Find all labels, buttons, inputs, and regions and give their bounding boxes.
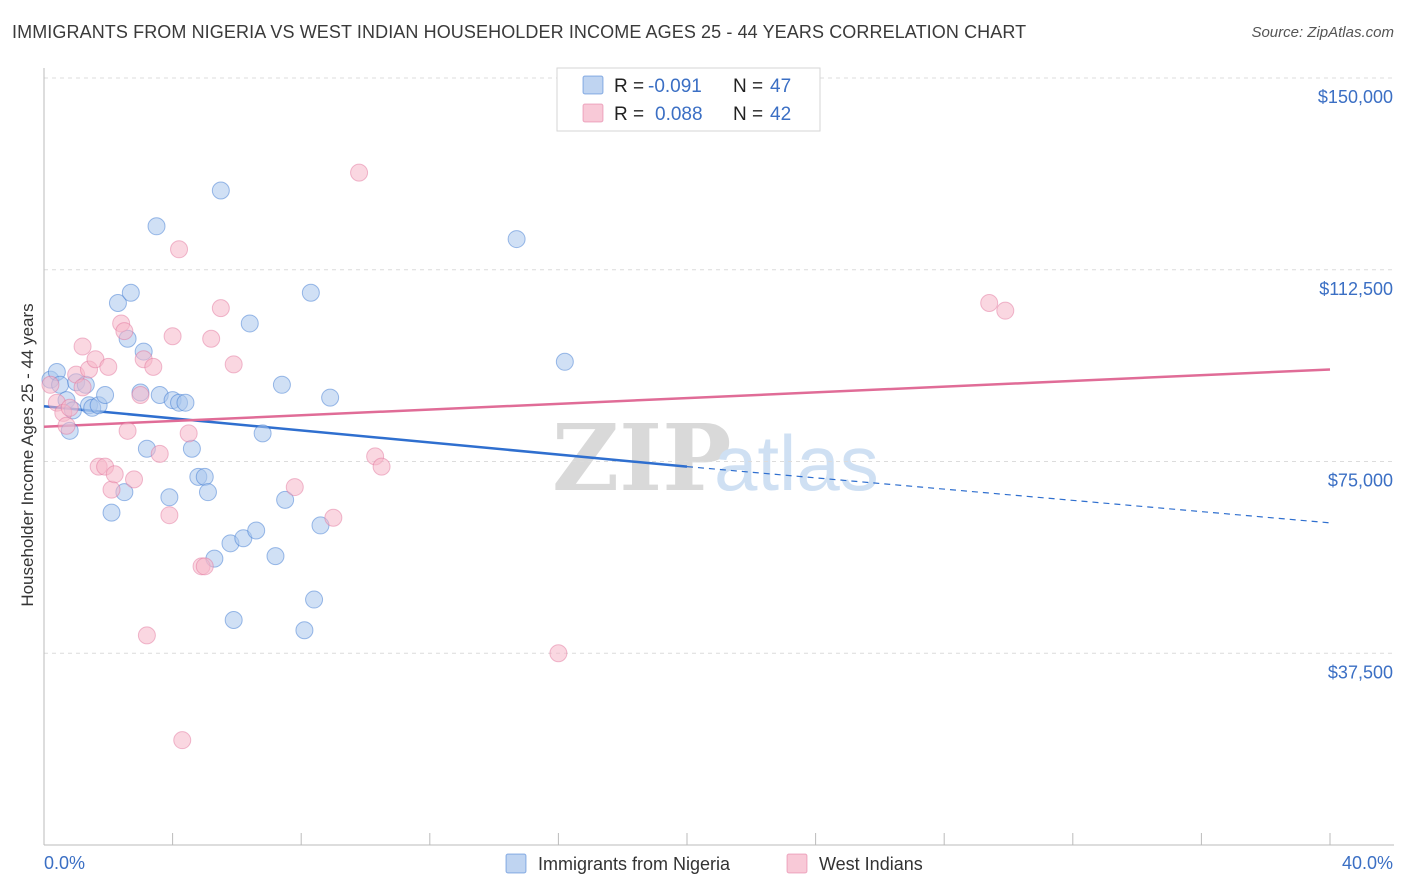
trend-line-west-indians <box>43 368 1331 428</box>
data-point-west-indians <box>99 357 118 376</box>
trend-line-nigeria-dashed <box>686 466 1331 524</box>
data-point-nigeria <box>96 386 115 405</box>
data-point-nigeria <box>295 621 314 640</box>
legend-n-label-1: N = <box>733 104 763 125</box>
data-point-nigeria <box>102 503 121 522</box>
data-point-nigeria <box>272 375 291 394</box>
x-tick-label-min: 0.0% <box>44 853 85 873</box>
y-axis-title: Householder Income Ages 25 - 44 years <box>18 303 37 606</box>
data-point-nigeria <box>211 181 230 200</box>
x-tick-label-max: 40.0% <box>1342 853 1393 873</box>
y-tick-label: $37,500 <box>1328 662 1393 682</box>
data-point-west-indians <box>41 375 60 394</box>
legend-n-value-1: 42 <box>770 104 791 125</box>
data-point-nigeria <box>108 293 127 312</box>
data-point-west-indians <box>170 240 189 259</box>
data-point-nigeria <box>247 521 266 540</box>
data-point-west-indians <box>980 293 999 312</box>
data-point-west-indians <box>372 457 391 476</box>
axis-labels: $37,500 $75,000 $112,500 $150,000 0.0% 40.0% <box>44 87 1393 873</box>
data-point-nigeria <box>121 283 140 302</box>
y-tick-label: $75,000 <box>1328 471 1393 491</box>
legend-r-label-0: R = <box>614 76 644 97</box>
data-point-west-indians <box>350 163 369 182</box>
legend-swatch-west-indians <box>582 103 604 123</box>
bottom-legend-label-nigeria: Immigrants from Nigeria <box>538 854 731 874</box>
data-point-west-indians <box>549 644 568 663</box>
trend-line-nigeria-solid <box>43 405 688 468</box>
data-point-nigeria <box>234 529 253 548</box>
data-point-nigeria <box>147 217 166 236</box>
bottom-legend-label-west-indians: West Indians <box>819 854 923 874</box>
data-point-west-indians <box>131 386 150 405</box>
data-point-west-indians <box>173 731 192 750</box>
gridlines <box>44 77 1394 654</box>
data-point-west-indians <box>324 508 343 527</box>
data-point-west-indians <box>179 424 198 443</box>
data-point-west-indians <box>73 337 92 356</box>
data-point-nigeria <box>305 590 324 609</box>
data-point-nigeria <box>253 424 272 443</box>
data-point-nigeria <box>198 483 217 502</box>
data-points <box>41 163 1015 750</box>
axis-ticks <box>43 833 1331 845</box>
data-point-west-indians <box>105 465 124 484</box>
y-tick-label: $112,500 <box>1319 279 1393 299</box>
data-point-nigeria <box>555 352 574 371</box>
data-point-nigeria <box>176 393 195 412</box>
data-point-nigeria <box>224 611 243 630</box>
chart-title: IMMIGRANTS FROM NIGERIA VS WEST INDIAN H… <box>12 22 1027 42</box>
legend-swatch-nigeria <box>582 75 604 95</box>
data-point-west-indians <box>60 398 79 417</box>
data-point-west-indians <box>144 357 163 376</box>
data-point-west-indians <box>137 626 156 645</box>
data-point-nigeria <box>301 283 320 302</box>
legend-n-label-0: N = <box>733 76 763 97</box>
legend-r-value-1: 0.088 <box>655 104 703 125</box>
data-point-nigeria <box>311 516 330 535</box>
axes <box>43 68 1394 846</box>
data-point-west-indians <box>224 355 243 374</box>
data-point-nigeria <box>240 314 259 333</box>
legend-box: R = -0.091 N = 47 R = 0.088 N = 42 <box>556 67 821 132</box>
legend-n-value-0: 47 <box>770 76 791 97</box>
bottom-legend-swatch-nigeria <box>505 853 527 874</box>
bottom-legend-swatch-west-indians <box>786 853 808 874</box>
data-point-west-indians <box>115 322 134 341</box>
data-point-west-indians <box>195 557 214 576</box>
data-point-west-indians <box>73 378 92 397</box>
legend-r-label-1: R = <box>614 104 644 125</box>
data-point-west-indians <box>57 416 76 435</box>
data-point-west-indians <box>996 301 1015 320</box>
data-point-west-indians <box>150 444 169 463</box>
watermark-atlas: atlas <box>714 419 879 507</box>
data-point-west-indians <box>211 299 230 318</box>
data-point-west-indians <box>102 480 121 499</box>
data-point-west-indians <box>285 478 304 497</box>
data-point-west-indians <box>118 421 137 440</box>
data-point-west-indians <box>163 327 182 346</box>
data-point-west-indians <box>202 329 221 348</box>
data-point-nigeria <box>266 547 285 566</box>
data-point-nigeria <box>276 490 295 509</box>
data-point-west-indians <box>160 506 179 525</box>
y-tick-label: $150,000 <box>1318 87 1393 107</box>
data-point-nigeria <box>195 467 214 486</box>
data-point-nigeria <box>321 388 340 407</box>
legend-r-value-0: -0.091 <box>648 76 702 97</box>
source-label: Source: ZipAtlas.com <box>1251 24 1394 41</box>
data-point-west-indians <box>86 350 105 369</box>
data-point-nigeria <box>160 488 179 507</box>
data-point-nigeria <box>507 230 526 249</box>
data-point-west-indians <box>125 470 144 489</box>
watermark-zip: ZIP <box>552 404 731 512</box>
bottom-legend: Immigrants from Nigeria West Indians <box>505 853 923 874</box>
data-point-nigeria <box>182 439 201 458</box>
trend-lines <box>43 368 1331 524</box>
